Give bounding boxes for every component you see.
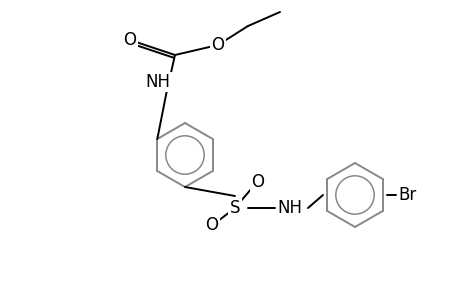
Text: NH: NH	[145, 73, 170, 91]
Text: NH: NH	[277, 199, 302, 217]
Text: O: O	[251, 173, 264, 191]
Text: Br: Br	[398, 186, 416, 204]
Text: O: O	[205, 216, 218, 234]
Text: O: O	[211, 36, 224, 54]
Text: O: O	[123, 31, 136, 49]
Text: S: S	[229, 199, 240, 217]
